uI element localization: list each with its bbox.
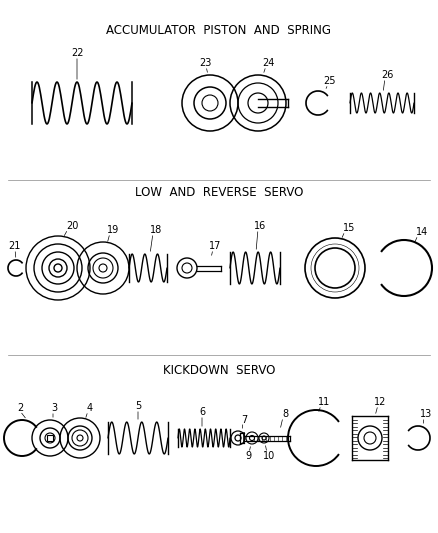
- Text: 19: 19: [107, 225, 119, 235]
- Text: 16: 16: [254, 221, 266, 231]
- Text: 2: 2: [17, 403, 23, 413]
- Text: 15: 15: [343, 223, 355, 233]
- Text: 18: 18: [150, 225, 162, 235]
- Text: 17: 17: [209, 241, 221, 251]
- Text: 8: 8: [282, 409, 288, 419]
- Text: 3: 3: [51, 403, 57, 413]
- Text: 7: 7: [241, 415, 247, 425]
- Text: 9: 9: [245, 451, 251, 461]
- Text: 10: 10: [263, 451, 275, 461]
- Text: 14: 14: [416, 227, 428, 237]
- Text: 11: 11: [318, 397, 330, 407]
- Text: 21: 21: [8, 241, 20, 251]
- Text: 5: 5: [135, 401, 141, 411]
- Text: 22: 22: [71, 48, 83, 58]
- Text: 4: 4: [87, 403, 93, 413]
- Text: 25: 25: [324, 76, 336, 86]
- Text: KICKDOWN  SERVO: KICKDOWN SERVO: [163, 364, 275, 376]
- Text: 26: 26: [381, 70, 393, 80]
- Text: ACCUMULATOR  PISTON  AND  SPRING: ACCUMULATOR PISTON AND SPRING: [106, 25, 332, 37]
- Text: 23: 23: [199, 58, 211, 68]
- Bar: [47, 435, 53, 441]
- Text: 20: 20: [66, 221, 78, 231]
- Text: 13: 13: [420, 409, 432, 419]
- Text: 24: 24: [262, 58, 274, 68]
- Text: 6: 6: [199, 407, 205, 417]
- Text: 12: 12: [374, 397, 386, 407]
- Text: LOW  AND  REVERSE  SERVO: LOW AND REVERSE SERVO: [135, 187, 303, 199]
